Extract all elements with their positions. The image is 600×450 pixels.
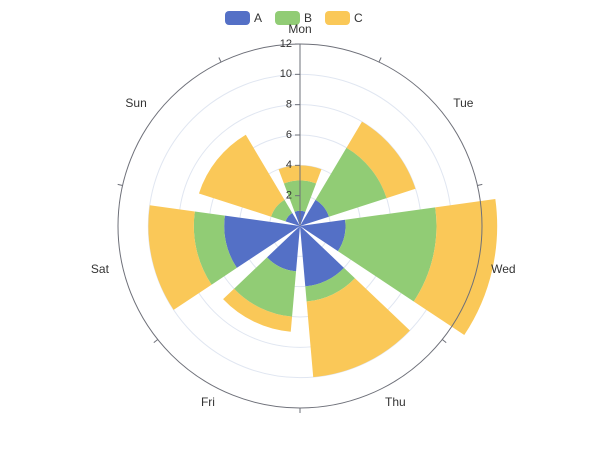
legend-swatch-c — [325, 11, 350, 25]
bar-c-thu — [306, 278, 410, 378]
category-label-mon: Mon — [288, 22, 311, 36]
radius-tick-label: 10 — [280, 68, 292, 80]
legend-swatch-a — [225, 11, 250, 25]
bar-a-wed — [300, 219, 346, 252]
angle-tick — [441, 339, 447, 343]
bar-c-wed — [413, 199, 498, 336]
legend-swatch-b — [275, 11, 300, 25]
legend: A B C — [225, 11, 363, 25]
bar-a-tue — [300, 199, 329, 226]
bar-b-wed — [337, 207, 437, 302]
bar-a-thu — [300, 226, 344, 287]
category-label-wed: Wed — [491, 262, 515, 276]
bar-b-fri — [234, 257, 297, 317]
radius-tick-label: 4 — [286, 159, 292, 171]
category-label-sat: Sat — [91, 262, 110, 276]
category-label-sun: Sun — [125, 96, 146, 110]
bar-a-sun — [285, 212, 300, 226]
angle-tick — [218, 57, 222, 63]
bar-c-sun — [198, 134, 285, 217]
radius-tick-label: 12 — [280, 38, 292, 50]
radius-tick-label: 8 — [286, 99, 292, 111]
bar-a-fri — [267, 226, 300, 272]
angle-tick — [378, 57, 382, 63]
angle-tick — [117, 183, 123, 186]
bar-c-tue — [346, 121, 416, 199]
bars — [148, 121, 498, 378]
bar-b-tue — [315, 147, 387, 217]
bar-b-sun — [271, 199, 293, 222]
angle-tick — [153, 339, 159, 343]
category-label-tue: Tue — [453, 96, 474, 110]
legend-label-b: B — [304, 11, 312, 25]
axes: Mon Tue Wed Thu Fri Sat Sun 2 4 6 8 10 12 — [91, 22, 516, 413]
angle-tick — [477, 183, 483, 186]
bar-c-fri — [223, 288, 293, 332]
radius-tick-label: 2 — [286, 190, 292, 202]
bar-c-sat — [148, 205, 212, 310]
bar-b-thu — [305, 267, 355, 302]
category-label-thu: Thu — [385, 395, 406, 409]
category-label-fri: Fri — [201, 395, 215, 409]
legend-label-a: A — [254, 11, 262, 25]
bar-a-sat — [224, 215, 300, 268]
legend-label-c: C — [354, 11, 363, 25]
radius-tick-label: 6 — [286, 129, 292, 141]
bar-b-sat — [193, 211, 237, 285]
